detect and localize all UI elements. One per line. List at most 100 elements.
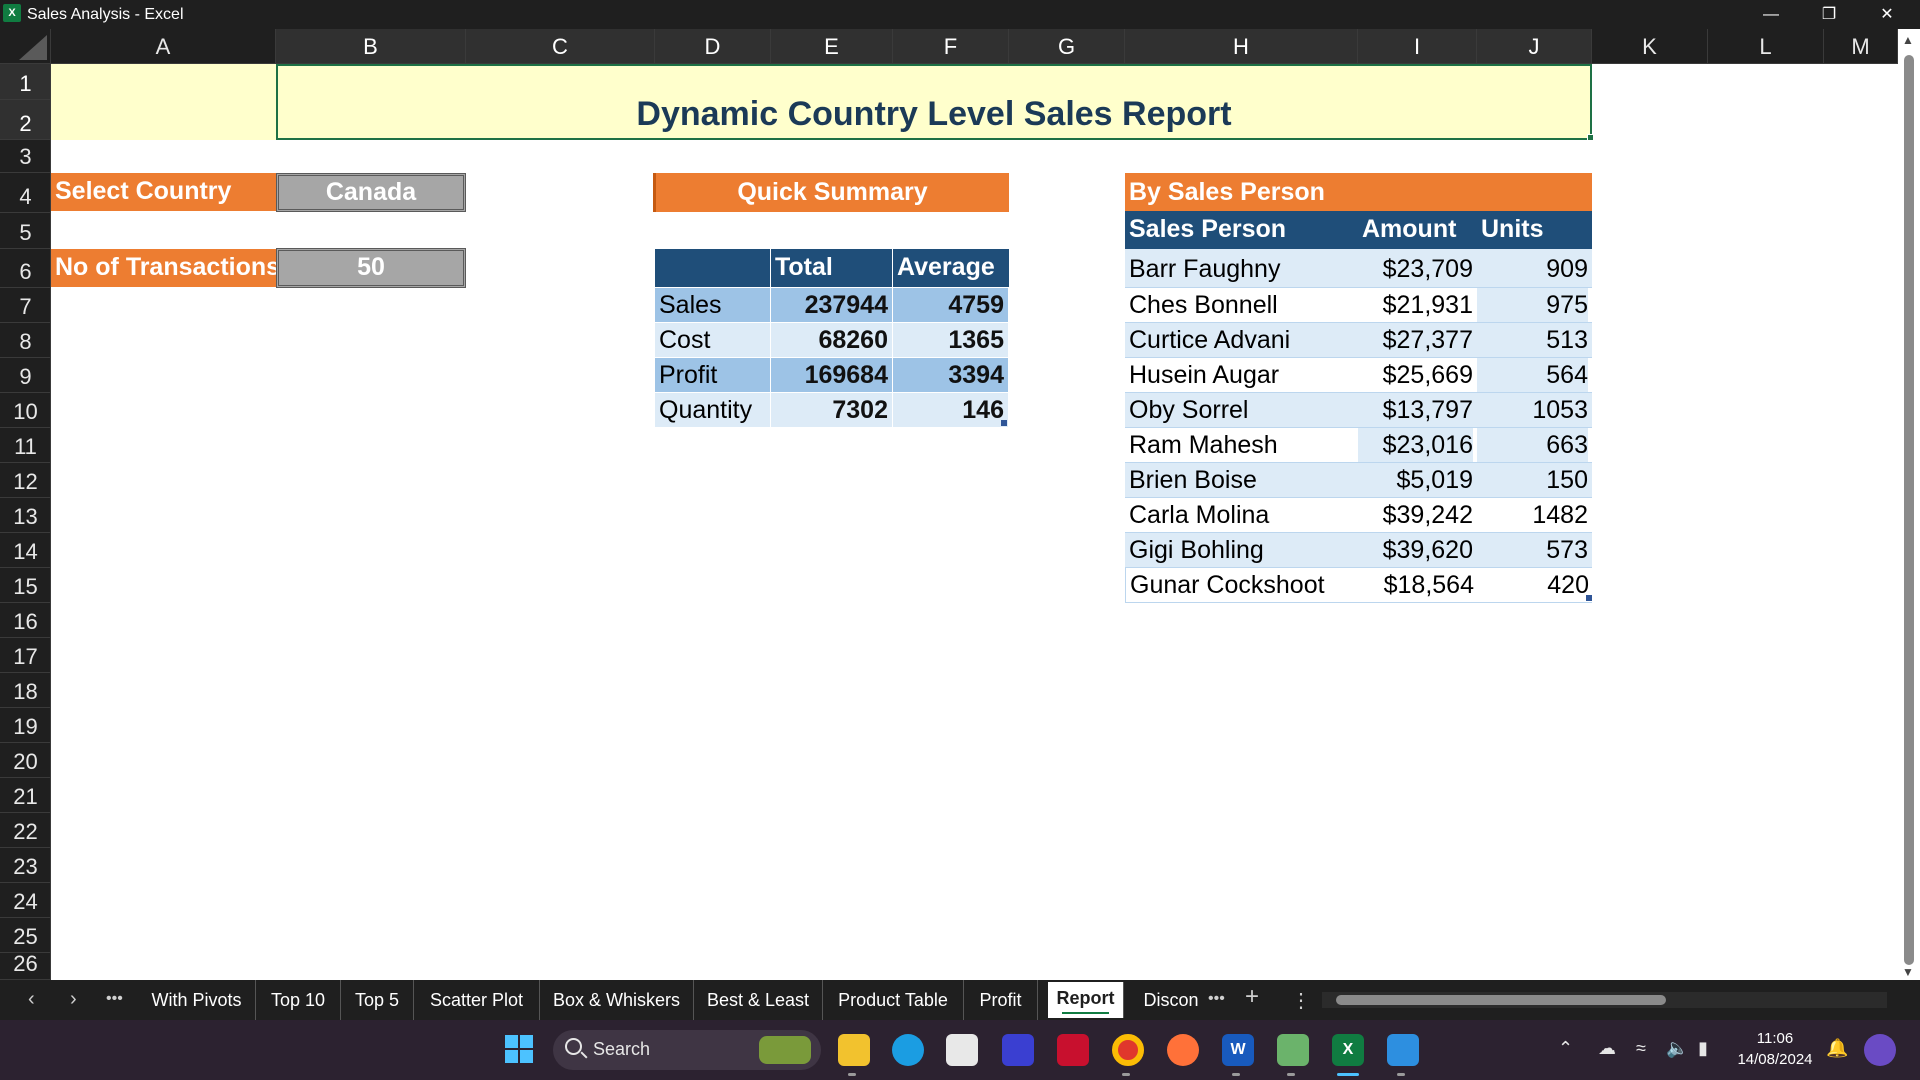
row-header-6[interactable]: 6 [0, 249, 51, 288]
row-header-3[interactable]: 3 [0, 140, 51, 173]
next-sheet-icon[interactable]: › [70, 988, 77, 1010]
restore-icon[interactable]: ❐ [1821, 6, 1837, 23]
chrome-icon[interactable] [1112, 1034, 1144, 1066]
qs-row-label[interactable]: Profit [655, 358, 771, 393]
row-header-23[interactable]: 23 [0, 848, 51, 883]
sp-units[interactable]: 1053 [1532, 396, 1588, 424]
row-header-12[interactable]: 12 [0, 463, 51, 498]
table-row[interactable]: Carla Molina $39,242 1482 [1125, 498, 1592, 533]
add-sheet-icon[interactable]: + [1245, 983, 1260, 1010]
sp-amount[interactable]: $23,709 [1382, 255, 1473, 283]
app-icon[interactable] [1002, 1034, 1034, 1066]
row-header-20[interactable]: 20 [0, 743, 51, 778]
transactions-value[interactable]: 50 [276, 248, 466, 288]
firefox-icon[interactable] [1167, 1034, 1199, 1066]
photos-icon[interactable] [1387, 1034, 1419, 1066]
taskbar-clock[interactable]: 11:06 14/08/2024 [1730, 1028, 1820, 1070]
sp-name[interactable]: Oby Sorrel [1129, 396, 1249, 424]
qs-row-total[interactable]: 68260 [771, 323, 893, 358]
tab-overflow-left[interactable]: ••• [106, 990, 123, 1007]
sp-amount[interactable]: $27,377 [1382, 326, 1473, 354]
column-header-e[interactable]: E [771, 29, 893, 64]
wifi-icon[interactable]: ≈ [1636, 1038, 1646, 1058]
sp-units[interactable]: 975 [1477, 288, 1588, 322]
sp-name[interactable]: Husein Augar [1129, 361, 1280, 389]
country-dropdown[interactable]: Canada [276, 173, 466, 212]
sp-amount[interactable]: $23,016 [1358, 428, 1473, 462]
row-header-22[interactable]: 22 [0, 813, 51, 848]
column-header-m[interactable]: M [1824, 29, 1898, 64]
mcafee-icon[interactable] [1057, 1034, 1089, 1066]
column-header-g[interactable]: G [1009, 29, 1125, 64]
row-header-5[interactable]: 5 [0, 213, 51, 249]
vertical-scrollbar[interactable]: ▲ ▼ [1898, 29, 1920, 980]
horizontal-scrollbar[interactable] [1322, 992, 1887, 1008]
store-icon[interactable] [946, 1034, 978, 1066]
row-header-9[interactable]: 9 [0, 358, 51, 393]
sheet-options-icon[interactable]: ⋮ [1291, 990, 1311, 1012]
row-header-21[interactable]: 21 [0, 778, 51, 813]
worksheet-grid[interactable]: A B C D E F G H I J K L M 1 2 3 4 5 6 7 … [0, 29, 1898, 980]
column-header-i[interactable]: I [1358, 29, 1477, 64]
sp-units[interactable]: 150 [1546, 466, 1588, 494]
tab-profit[interactable]: Profit [964, 980, 1038, 1020]
sp-name[interactable]: Brien Boise [1129, 466, 1257, 494]
table-row[interactable]: Brien Boise $5,019 150 [1125, 463, 1592, 498]
prev-sheet-icon[interactable]: ‹ [28, 988, 35, 1010]
taskbar-search[interactable]: Search [553, 1030, 821, 1070]
table-row[interactable]: Ram Mahesh $23,016 663 [1125, 428, 1592, 463]
sp-name[interactable]: Carla Molina [1129, 501, 1270, 529]
tab-with-pivots[interactable]: With Pivots [138, 980, 256, 1020]
table-row[interactable]: Curtice Advani $27,377 513 [1125, 323, 1592, 358]
start-icon[interactable] [503, 1034, 535, 1066]
close-icon[interactable]: ✕ [1880, 6, 1894, 23]
scroll-up-icon[interactable]: ▲ [1902, 33, 1914, 47]
row-header-16[interactable]: 16 [0, 603, 51, 638]
table-row[interactable]: Barr Faughny $23,709 909 [1125, 249, 1592, 288]
qs-row-average[interactable]: 3394 [893, 358, 1009, 393]
row-header-2[interactable]: 2 [0, 100, 51, 140]
qs-row-average[interactable]: 1365 [893, 323, 1009, 358]
select-all-corner[interactable] [0, 29, 51, 64]
row-header-4[interactable]: 4 [0, 173, 51, 213]
row-header-13[interactable]: 13 [0, 498, 51, 533]
row-header-11[interactable]: 11 [0, 428, 51, 463]
row-header-10[interactable]: 10 [0, 393, 51, 428]
notification-bell-icon[interactable]: 🔔 [1826, 1038, 1849, 1058]
sp-name[interactable]: Gunar Cockshoot [1130, 571, 1325, 599]
column-header-d[interactable]: D [655, 29, 771, 64]
copilot-icon[interactable] [1864, 1034, 1896, 1066]
sp-amount[interactable]: $13,797 [1382, 396, 1473, 424]
table-row[interactable]: Gigi Bohling $39,620 573 [1125, 533, 1592, 568]
table-row[interactable]: Ches Bonnell $21,931 975 [1125, 288, 1592, 323]
sp-units[interactable]: 1482 [1532, 501, 1588, 529]
sp-units[interactable]: 573 [1546, 536, 1588, 564]
sp-units[interactable]: 909 [1546, 255, 1588, 283]
tab-scatter-plot[interactable]: Scatter Plot [414, 980, 540, 1020]
row-header-19[interactable]: 19 [0, 708, 51, 743]
row-header-18[interactable]: 18 [0, 673, 51, 708]
minimize-icon[interactable]: — [1763, 6, 1779, 23]
sp-amount[interactable]: $18,564 [1383, 571, 1474, 599]
selected-range-outline[interactable] [276, 64, 1592, 140]
sp-units[interactable]: 564 [1477, 358, 1588, 392]
row-header-8[interactable]: 8 [0, 323, 51, 358]
row-header-15[interactable]: 15 [0, 568, 51, 603]
report-title[interactable]: Dynamic Country Level Sales Report [636, 95, 1232, 133]
table-resize-handle[interactable] [1001, 420, 1007, 426]
sp-amount[interactable]: $21,931 [1382, 291, 1473, 319]
scroll-down-icon[interactable]: ▼ [1902, 965, 1914, 979]
qs-row-total[interactable]: 237944 [771, 288, 893, 323]
edge-icon[interactable] [892, 1034, 924, 1066]
qs-row-total[interactable]: 7302 [771, 393, 893, 428]
battery-icon[interactable]: ▮ [1698, 1038, 1708, 1058]
qs-row-label[interactable]: Sales [655, 288, 771, 323]
sp-units[interactable]: 513 [1546, 326, 1588, 354]
row-header-7[interactable]: 7 [0, 288, 51, 323]
sp-amount[interactable]: $39,620 [1382, 536, 1473, 564]
volume-icon[interactable]: 🔈 [1666, 1038, 1689, 1058]
column-header-l[interactable]: L [1708, 29, 1824, 64]
tray-overflow-icon[interactable]: ⌃ [1558, 1038, 1574, 1058]
tab-top-10[interactable]: Top 10 [256, 980, 341, 1020]
sp-amount[interactable]: $5,019 [1396, 466, 1473, 494]
